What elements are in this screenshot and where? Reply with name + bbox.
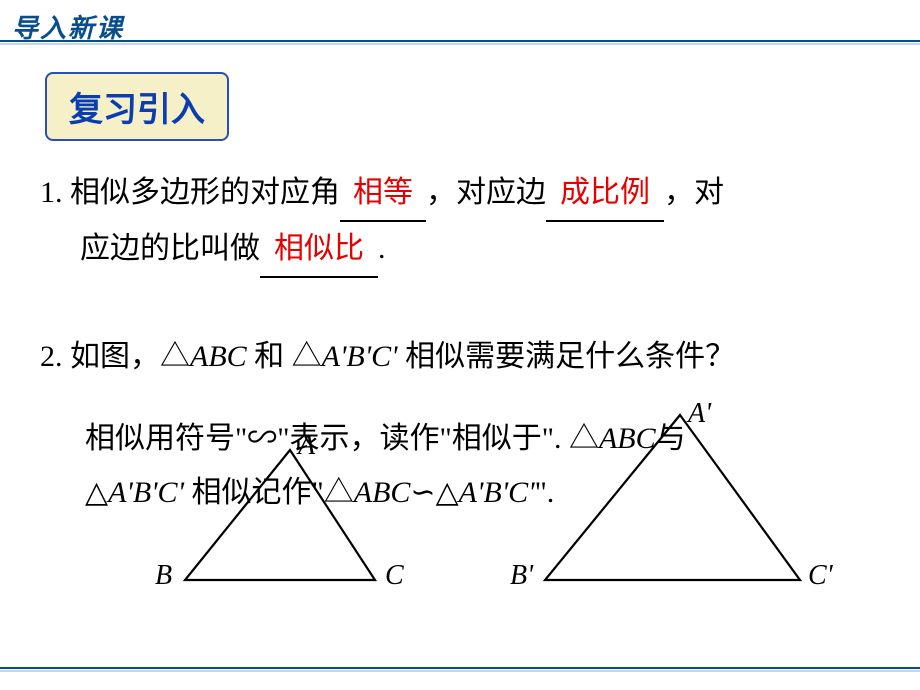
blank-1: 相等 [340, 166, 426, 222]
divider-line1 [0, 40, 920, 42]
divider-line2 [0, 43, 920, 45]
blank-2: 成比例 [546, 166, 664, 222]
vertex-c-prime-label: C' [808, 560, 833, 592]
similarity-note: 相似用符号"∽"表示，读作"相似于". △ABC与 △A'B'C' 相似记作"△… [85, 412, 880, 520]
divider-line2b [0, 670, 920, 672]
vertex-a-prime-label: A' [688, 398, 711, 430]
vertex-a-label: A [298, 430, 315, 462]
vertex-c-label: C [385, 560, 404, 592]
vertex-b-prime-label: B' [510, 560, 533, 592]
top-divider [0, 40, 920, 43]
question-2: 2. 如图，△ABC 和 △A'B'C' 相似需要满足什么条件？ [40, 330, 880, 384]
bottom-divider [0, 667, 920, 670]
divider-line1b [0, 667, 920, 669]
blank-3: 相似比 [260, 222, 378, 278]
review-intro-box: 复习引入 [45, 72, 229, 141]
question-1: 1. 相似多边形的对应角相等，对应边成比例，对 应边的比叫做相似比. [40, 166, 880, 278]
vertex-b-label: B [155, 560, 172, 592]
